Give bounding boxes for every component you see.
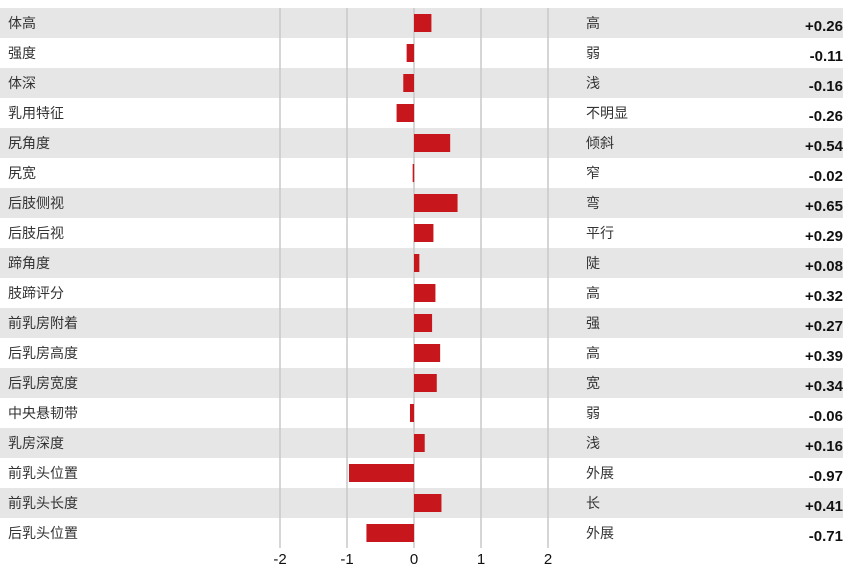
- grid-lines: [279, 8, 549, 548]
- row-stripe: [0, 68, 843, 98]
- bar: [414, 284, 436, 302]
- bar: [414, 374, 437, 392]
- bar: [414, 134, 451, 152]
- bar: [414, 254, 420, 272]
- direction-label: 弯: [586, 195, 600, 212]
- bars: [349, 14, 458, 542]
- bar: [406, 44, 414, 62]
- value-label: +0.34: [805, 378, 843, 395]
- bar: [414, 494, 442, 512]
- x-axis-ticks: -2 -1 0 1 2: [273, 551, 552, 568]
- trait-label: 后乳房高度: [8, 345, 78, 362]
- bar: [396, 104, 414, 122]
- direction-label: 强: [586, 316, 600, 332]
- trait-label: 前乳头长度: [8, 495, 78, 512]
- bar: [412, 164, 415, 182]
- direction-label: 高: [586, 15, 600, 32]
- bar: [409, 404, 414, 422]
- value-label: +0.26: [805, 18, 843, 35]
- value-label: -0.06: [809, 408, 843, 425]
- row-labels: 体高高 +0.26强度弱 -0.11体深浅 -0.16乳用特征 不明显 -0.26尻角度倾…: [8, 15, 843, 545]
- direction-label: 弱: [586, 406, 600, 422]
- value-label: +0.41: [805, 498, 843, 515]
- value-label: +0.16: [805, 438, 843, 455]
- value-label: +0.32: [805, 288, 843, 305]
- direction-label: 陡: [586, 256, 600, 272]
- direction-label: 倾斜: [586, 136, 614, 152]
- trait-label: 中央悬韧带: [8, 406, 78, 422]
- value-label: -0.02: [809, 168, 843, 185]
- trait-label: 后乳房宽度: [8, 375, 78, 392]
- trait-label: 尻角度: [8, 136, 50, 152]
- row-stripes: [0, 8, 843, 518]
- direction-label: 不明显: [586, 106, 628, 122]
- tick-label: 2: [544, 551, 552, 568]
- direction-label: 弱: [586, 46, 600, 62]
- trait-label: 乳用特征: [8, 106, 64, 122]
- bar: [414, 344, 441, 362]
- trait-label: 后肢后视: [8, 226, 64, 242]
- bar: [414, 224, 434, 242]
- trait-label: 蹄角度: [8, 255, 50, 272]
- value-label: -0.16: [809, 78, 843, 95]
- value-label: -0.71: [809, 528, 843, 545]
- trait-label: 肢蹄评分: [8, 285, 64, 302]
- direction-label: 宽: [586, 375, 600, 392]
- direction-label: 外展: [586, 526, 614, 542]
- trait-label: 体深: [8, 76, 36, 92]
- bar: [414, 194, 458, 212]
- direction-label: 浅: [586, 436, 600, 452]
- value-label: +0.65: [805, 198, 843, 215]
- trait-label: 后乳头位置: [8, 526, 78, 542]
- value-label: -0.97: [809, 468, 843, 485]
- value-label: +0.08: [805, 258, 843, 275]
- trait-label: 前乳房附着: [8, 315, 78, 332]
- row-stripe: [0, 248, 843, 278]
- value-label: -0.11: [810, 48, 843, 65]
- direction-label: 长: [586, 496, 600, 512]
- direction-label: 高: [586, 345, 600, 362]
- direction-label: 浅: [586, 76, 600, 92]
- bar: [414, 14, 432, 32]
- bar: [366, 524, 414, 542]
- tick-label: -1: [340, 551, 353, 568]
- value-label: +0.39: [805, 348, 843, 365]
- trait-label: 前乳头位置: [8, 465, 78, 482]
- value-label: +0.27: [805, 318, 843, 335]
- trait-label: 尻宽: [8, 165, 36, 182]
- bar: [349, 464, 414, 482]
- value-label: +0.54: [805, 138, 843, 155]
- tick-label: 1: [477, 551, 485, 568]
- direction-label: 高: [586, 285, 600, 302]
- direction-label: 窄: [586, 165, 600, 182]
- trait-label: 体高: [8, 15, 36, 32]
- bar: [414, 434, 425, 452]
- trait-label: 乳房深度: [8, 436, 64, 452]
- direction-label: 外展: [586, 466, 614, 482]
- value-label: +0.29: [805, 228, 843, 245]
- trait-label: 后肢侧视: [8, 196, 64, 212]
- tick-label: -2: [273, 551, 286, 568]
- direction-label: 平行: [586, 226, 614, 242]
- trait-label: 强度: [8, 46, 36, 62]
- bar: [414, 314, 433, 332]
- value-label: -0.26: [809, 108, 843, 125]
- tick-label: 0: [410, 551, 418, 568]
- bar: [403, 74, 414, 92]
